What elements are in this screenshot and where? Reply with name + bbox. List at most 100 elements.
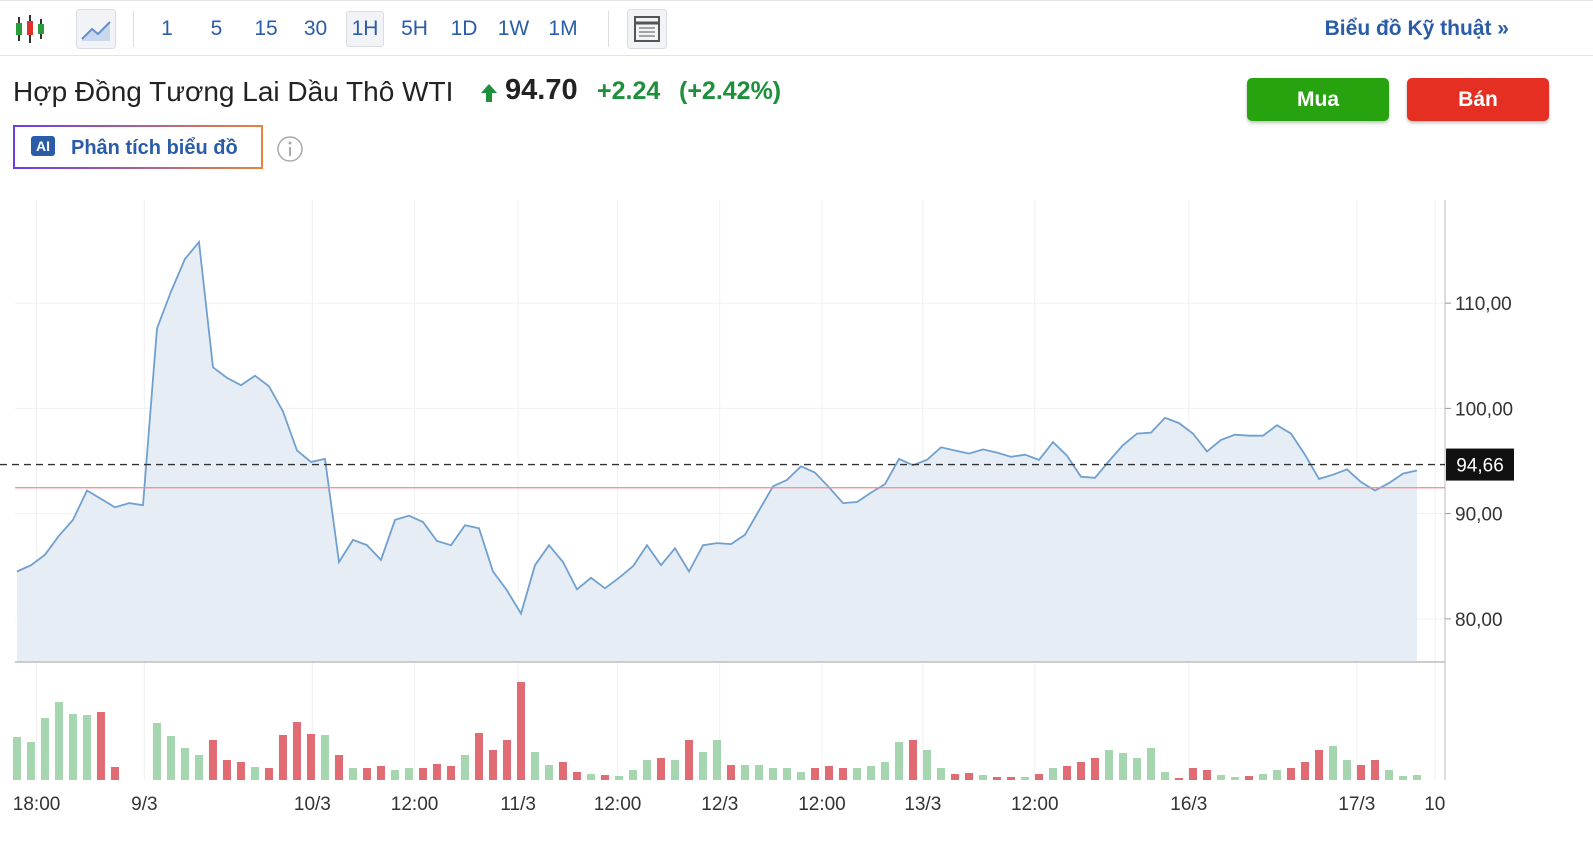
volume-bar [362,768,371,780]
volume-bar [1076,762,1085,780]
x-tick-label: 18:00 [13,794,61,815]
volume-bar [54,702,63,780]
volume-bar [614,776,623,780]
volume-bar [222,760,231,780]
volume-bar [96,712,105,780]
info-icon[interactable] [276,135,304,163]
volume-bar [292,722,301,780]
news-icon[interactable] [627,9,667,49]
volume-bar [642,760,651,780]
volume-bar [1314,750,1323,780]
volume-bar [1258,774,1267,780]
volume-bar [1188,768,1197,780]
volume-bar [950,774,959,780]
volume-bar [516,682,525,780]
x-tick-label: 13/3 [904,794,941,815]
ai-badge: AI [31,136,55,156]
technical-chart-link[interactable]: Biểu đồ Kỹ thuật » [1324,17,1509,40]
volume-bar [460,755,469,780]
candle-icon[interactable] [14,13,46,45]
volume-bar [656,758,665,780]
volume-bar [404,768,413,780]
volume-bar [208,740,217,780]
volume-bar [1300,762,1309,780]
last-price-label: 94,66 [1456,456,1504,477]
volume-bar [712,740,721,780]
buy-button[interactable]: Mua [1247,78,1389,121]
volume-bar [1286,768,1295,780]
volume-bar [838,768,847,780]
volume-bar [740,765,749,780]
volume-bar [502,740,511,780]
interval-button[interactable]: 30 [303,17,328,40]
volume-bar [768,768,777,780]
volume-bar [1272,770,1281,780]
volume-bar [264,768,273,780]
x-tick-label: 12:00 [1011,794,1059,815]
line-chart-icon[interactable] [76,9,116,49]
x-tick-label: 12:00 [391,794,439,815]
x-tick-label: 16/3 [1170,794,1207,815]
volume-bar [1090,758,1099,780]
y-tick-label: 110,00 [1455,294,1512,315]
interval-button[interactable]: 1D [450,17,478,40]
volume-bar [558,762,567,780]
volume-bar [488,750,497,780]
sell-button[interactable]: Bán [1407,78,1549,121]
volume-bar [306,734,315,780]
volume-bar [866,766,875,780]
volume-bar [1216,775,1225,780]
last-price-box [1446,448,1514,481]
volume-bar [166,736,175,780]
x-tick-label: 17/3 [1338,794,1375,815]
volume-bar [418,768,427,780]
interval-button[interactable]: 15 [254,17,278,40]
volume-bar [1020,777,1029,780]
ai-analysis-button[interactable]: AI Phân tích biểu đồ [13,125,263,169]
volume-bar [908,740,917,780]
volume-bar [922,750,931,780]
volume-bar [1370,760,1379,780]
interval-button[interactable]: 1M [548,17,578,40]
interval-button[interactable]: 1 [161,17,173,40]
interval-button[interactable]: 1W [497,17,530,40]
volume-bar [1202,770,1211,780]
volume-bar [824,766,833,780]
volume-bar [474,733,483,780]
up-arrow [481,84,497,102]
volume-bar [698,752,707,780]
volume-bar [544,765,553,780]
volume-bar [1118,753,1127,780]
x-tick-label: 12/3 [701,794,738,815]
volume-bar [1328,746,1337,780]
interval-button[interactable]: 5 [210,17,223,40]
x-tick-label: 12:00 [594,794,642,815]
volume-bar [1174,778,1183,780]
volume-bar [390,770,399,780]
volume-bar [572,772,581,780]
ai-label: Phân tích biểu đồ [71,137,238,159]
volume-bar [1104,750,1113,780]
volume-bar [1160,772,1169,780]
price-line [16,239,1418,616]
volume-bar [894,742,903,780]
interval-button[interactable]: 5H [401,17,428,40]
volume-bar [992,777,1001,780]
volume-bar [82,715,91,780]
price-area [16,242,1417,662]
volume-bar [1034,774,1043,780]
volume-bar [278,735,287,780]
interval-button[interactable]: 1H [346,11,384,47]
volume-bar [1062,766,1071,780]
volume-bar [852,768,861,780]
x-tick-label: 9/3 [131,794,157,815]
volume-bar [810,768,819,780]
volume-bar [40,718,49,780]
volume-bar [152,723,161,780]
volume-bar [628,770,637,780]
volume-bar [1384,770,1393,780]
volume-bar [250,767,259,780]
volume-bar [670,760,679,780]
